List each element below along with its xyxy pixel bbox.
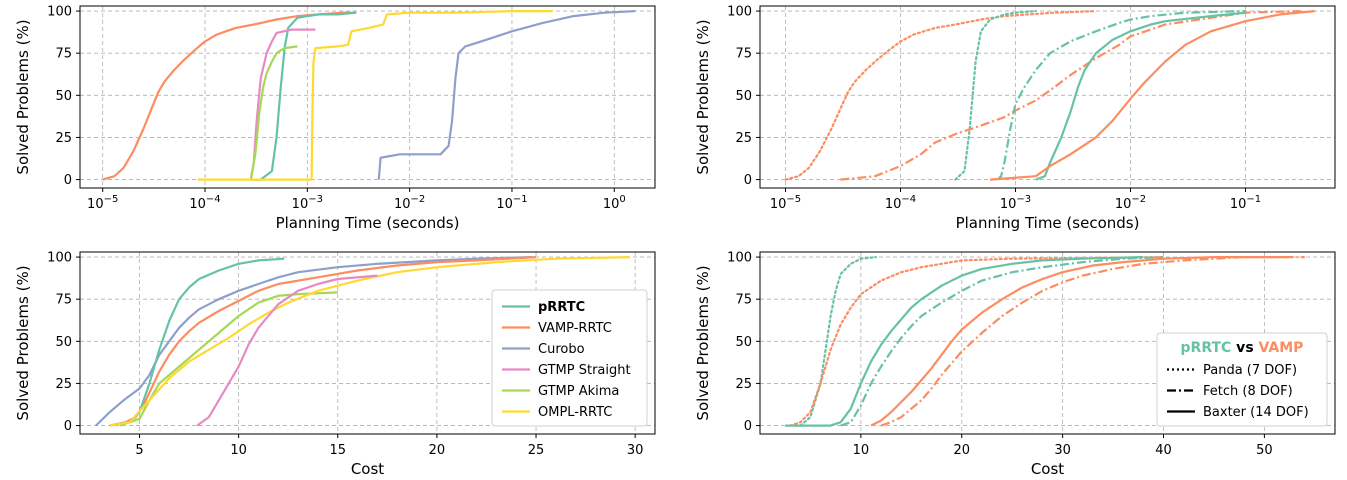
x-axis-label: Cost bbox=[1031, 460, 1064, 478]
x-tick-label: 15 bbox=[329, 443, 346, 458]
gtmp-akima-line bbox=[249, 45, 298, 180]
curobo-line bbox=[377, 10, 636, 180]
ompl-rrtc-line bbox=[109, 256, 630, 427]
curobo-line bbox=[95, 256, 533, 427]
legend-frame bbox=[1156, 332, 1328, 427]
x-tick-label: 10−4 bbox=[189, 194, 220, 212]
x-axis-label: Cost bbox=[351, 460, 384, 478]
y-tick-label: 75 bbox=[735, 47, 752, 62]
x-tick-label: 10−5 bbox=[770, 194, 801, 212]
legend-label: Baxter (14 DOF) bbox=[1203, 405, 1309, 420]
y-tick-label: 25 bbox=[735, 377, 752, 392]
y-tick-label: 50 bbox=[735, 89, 752, 104]
y-tick-label: 50 bbox=[55, 335, 72, 350]
series-1-line bbox=[954, 10, 1037, 181]
y-axis-label: Solved Problems (%) bbox=[14, 19, 32, 174]
y-tick-label: 0 bbox=[64, 419, 72, 434]
prrtc-line bbox=[250, 11, 357, 181]
legend: pRRTC VAMP-RRTC Curobo GTMP Straight GTMP Ak… bbox=[491, 289, 648, 427]
legend-label: VAMP-RRTC bbox=[538, 321, 612, 336]
y-tick-label: 100 bbox=[47, 251, 72, 266]
y-tick-label: 75 bbox=[735, 293, 752, 308]
ompl-rrtc-line bbox=[197, 10, 553, 181]
plot-frame bbox=[79, 5, 656, 189]
y-axis-label: Solved Problems (%) bbox=[14, 265, 32, 420]
x-tick-label: 20 bbox=[429, 443, 446, 458]
legend-label: pRRTC bbox=[538, 300, 585, 315]
x-tick-label: 30 bbox=[627, 443, 644, 458]
series-3-line bbox=[996, 10, 1246, 181]
y-tick-label: 50 bbox=[735, 335, 752, 350]
x-tick-label: 10−3 bbox=[292, 194, 323, 212]
series-4-line bbox=[870, 256, 1285, 427]
x-axis-label: Planning Time (seconds) bbox=[956, 214, 1140, 232]
legend-label: Curobo bbox=[538, 342, 585, 357]
x-tick-label: 10−3 bbox=[1000, 194, 1031, 212]
y-tick-label: 75 bbox=[55, 293, 72, 308]
legend-label: GTMP Straight bbox=[538, 363, 631, 378]
vamp-rrtc-line bbox=[109, 256, 537, 427]
x-tick-label: 40 bbox=[1155, 443, 1172, 458]
x-tick-label: 10−5 bbox=[87, 194, 118, 212]
x-tick-label: 10−1 bbox=[1230, 194, 1261, 212]
series-1-line bbox=[789, 256, 1165, 427]
y-tick-label: 25 bbox=[735, 131, 752, 146]
y-tick-label: 25 bbox=[55, 131, 72, 146]
x-tick-label: 10−4 bbox=[885, 194, 916, 212]
panel-top-left: 0 25 50 75 100 10−5 10−4 10−3 10−2 10−1 100 Plannin… bbox=[14, 5, 656, 232]
panel-bottom-right: 0 25 50 75 100 10 20 30 40 50 Cost Solved Problems … bbox=[694, 251, 1336, 478]
series-2-line bbox=[785, 256, 1144, 427]
legend-label: Fetch (8 DOF) bbox=[1203, 384, 1293, 399]
y-axis-label: Solved Problems (%) bbox=[694, 19, 712, 174]
x-axis-label: Planning Time (seconds) bbox=[276, 214, 460, 232]
y-tick-label: 0 bbox=[744, 419, 752, 434]
x-tick-label: 10−1 bbox=[496, 194, 527, 212]
legend-label: GTMP Akima bbox=[538, 384, 619, 399]
vamp-rrtc-line bbox=[102, 11, 357, 181]
legend-title: pRRTC vs VAMP bbox=[1181, 340, 1304, 356]
panel-top-right: 0 25 50 75 100 10−5 10−4 10−3 10−2 10−1 Planning T… bbox=[694, 5, 1336, 232]
x-tick-label: 20 bbox=[953, 443, 970, 458]
x-tick-label: 10 bbox=[230, 443, 247, 458]
y-tick-label: 75 bbox=[55, 47, 72, 62]
y-tick-label: 0 bbox=[64, 173, 72, 188]
y-tick-label: 100 bbox=[727, 251, 752, 266]
legend-label: OMPL-RRTC bbox=[538, 405, 612, 420]
series-0-line bbox=[799, 256, 878, 427]
legend-frame bbox=[491, 289, 648, 427]
x-tick-label: 10−2 bbox=[394, 194, 425, 212]
x-tick-label: 5 bbox=[135, 443, 143, 458]
series-5-line bbox=[989, 10, 1315, 181]
x-tick-label: 100 bbox=[603, 194, 626, 212]
x-tick-label: 10−2 bbox=[1115, 194, 1146, 212]
y-tick-label: 100 bbox=[47, 5, 72, 20]
x-tick-label: 10 bbox=[853, 443, 870, 458]
x-tick-label: 50 bbox=[1256, 443, 1273, 458]
gtmp-akima-line bbox=[119, 291, 338, 427]
series-2-line bbox=[840, 10, 1301, 181]
y-axis-label: Solved Problems (%) bbox=[694, 265, 712, 420]
x-tick-label: 30 bbox=[1054, 443, 1071, 458]
legend-label: Panda (7 DOF) bbox=[1203, 363, 1297, 378]
series-5-line bbox=[880, 256, 1305, 427]
series-4-line bbox=[1035, 11, 1246, 181]
gtmp-straight-line bbox=[196, 274, 378, 427]
y-tick-label: 50 bbox=[55, 89, 72, 104]
plot-frame bbox=[759, 5, 1336, 189]
plot-frame bbox=[79, 251, 656, 435]
y-tick-label: 0 bbox=[744, 173, 752, 188]
series-3-line bbox=[840, 256, 1164, 427]
x-tick-label: 25 bbox=[528, 443, 545, 458]
y-tick-label: 25 bbox=[55, 377, 72, 392]
y-tick-label: 100 bbox=[727, 5, 752, 20]
legend: pRRTC vs VAMP Panda (7 DOF) Fetch (8 DOF) B… bbox=[1156, 332, 1328, 427]
plot-frame bbox=[759, 251, 1336, 435]
panel-bottom-left: 0 25 50 75 100 5 10 15 20 25 30 Cost Solved Problems… bbox=[14, 251, 656, 478]
